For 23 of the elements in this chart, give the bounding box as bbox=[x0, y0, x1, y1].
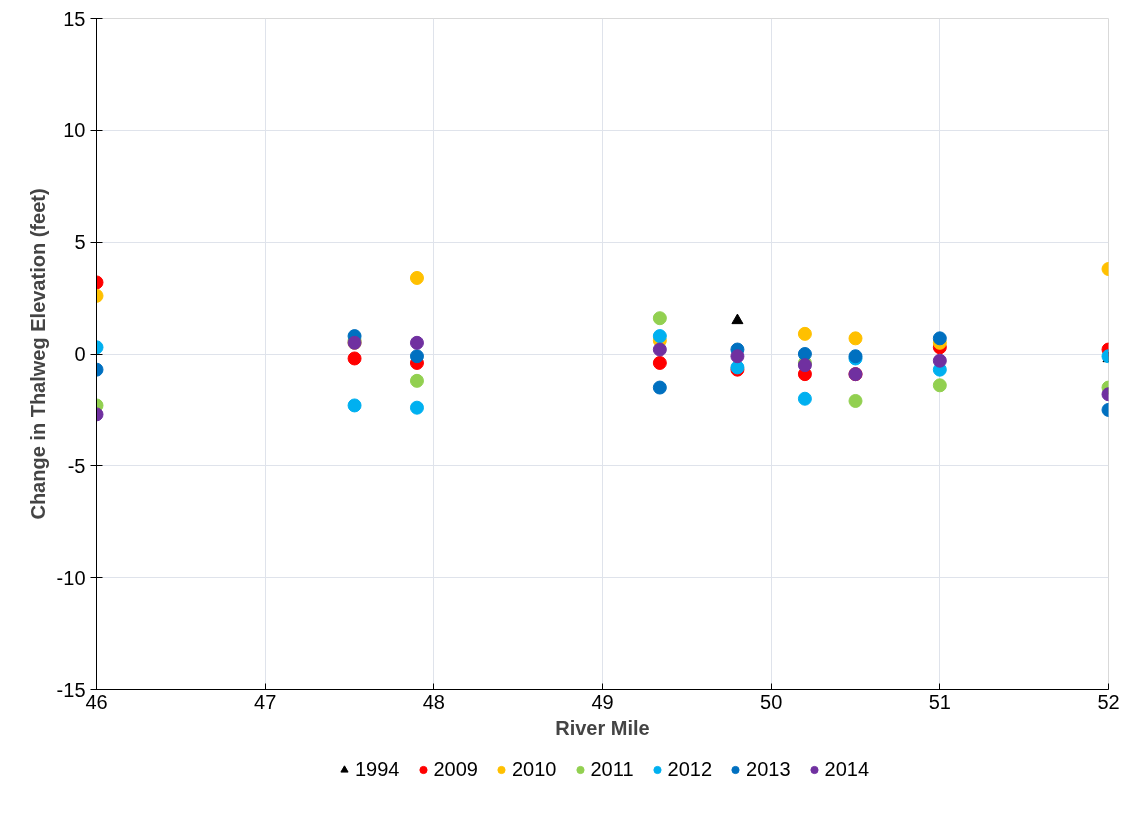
x-tick-label: 51 bbox=[928, 690, 951, 713]
legend-label: 2010 bbox=[511, 757, 557, 781]
legend-label: 2012 bbox=[667, 757, 713, 781]
x-tick-label: 48 bbox=[422, 690, 445, 713]
y-tick-label: -15 bbox=[56, 678, 86, 701]
x-tick-label: 47 bbox=[254, 690, 277, 713]
legend-label: 1994 bbox=[354, 757, 400, 781]
y-tick-label: 0 bbox=[74, 343, 86, 365]
legend-label: 2009 bbox=[433, 757, 478, 781]
x-axis-title: River Mile bbox=[555, 716, 650, 739]
y-axis-title: Change in Thalweg Elevation (feet) bbox=[26, 188, 49, 520]
y-tick-label: -10 bbox=[56, 566, 86, 589]
x-tick-label: 49 bbox=[591, 690, 614, 713]
y-tick-label: 10 bbox=[63, 119, 86, 142]
legend-label: 2011 bbox=[590, 757, 634, 781]
y-tick-label: 15 bbox=[63, 7, 86, 30]
y-tick-label: -5 bbox=[67, 454, 86, 477]
x-tick-label: 52 bbox=[1097, 690, 1120, 713]
legend-label: 2013 bbox=[746, 757, 791, 781]
legend-label: 2014 bbox=[824, 757, 870, 781]
x-tick-label: 50 bbox=[760, 690, 783, 713]
x-tick-label: 46 bbox=[85, 690, 108, 713]
y-tick-label: 5 bbox=[74, 231, 86, 254]
